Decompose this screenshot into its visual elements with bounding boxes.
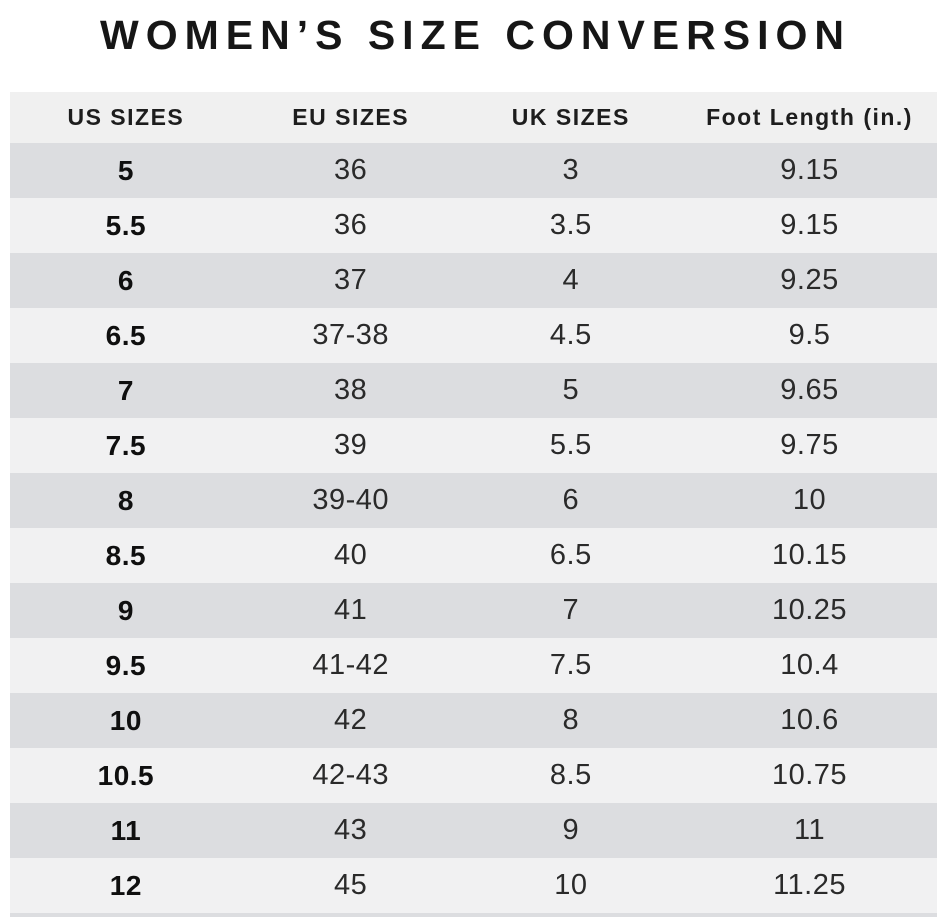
eu-size-cell: 39 [334, 429, 368, 461]
table-row: 7 38 5 9.65 [10, 363, 937, 418]
uk-size-cell: 8 [562, 704, 580, 736]
foot-length-cell: 10.15 [771, 539, 848, 571]
eu-size-cell: 36 [334, 209, 368, 241]
table-row: 6 37 4 9.25 [10, 253, 937, 308]
uk-size-cell: 4.5 [549, 319, 592, 351]
foot-length-cell: 9.65 [780, 374, 839, 406]
us-size-cell: 10 [109, 704, 142, 736]
table-body: 5 36 3 9.15 5.5 36 3.5 9.15 6 37 4 9.25 6.5 37-38 4.5 9… [10, 143, 937, 913]
table-row: 8.5 40 6.5 10.15 [10, 528, 937, 583]
table-row: 9 41 7 10.25 [10, 583, 937, 638]
column-header-foot-length: Foot Length (in.) [706, 104, 913, 130]
table-row: 10.5 42-43 8.5 10.75 [10, 748, 937, 803]
eu-size-cell: 41 [334, 594, 368, 626]
column-header-us-sizes: US SIZES [67, 104, 185, 130]
table-row: 10 42 8 10.6 [10, 693, 937, 748]
foot-length-cell: 10.6 [780, 704, 839, 736]
uk-size-cell: 5.5 [549, 429, 592, 461]
eu-size-cell: 37 [334, 264, 368, 296]
us-size-cell: 7.5 [105, 429, 147, 461]
us-size-cell: 12 [109, 869, 142, 901]
eu-size-cell: 40 [334, 539, 368, 571]
foot-length-cell: 11.25 [773, 869, 846, 901]
table-row: 6.5 37-38 4.5 9.5 [10, 308, 937, 363]
us-size-cell: 6 [117, 264, 134, 296]
table-row: 8 39-40 6 10 [10, 473, 937, 528]
foot-length-cell: 9.15 [780, 154, 839, 186]
eu-size-cell: 43 [334, 814, 368, 846]
eu-size-cell: 45 [334, 869, 368, 901]
foot-length-cell: 9.75 [780, 429, 839, 461]
uk-size-cell: 7.5 [549, 649, 592, 681]
foot-length-cell: 10.4 [780, 649, 839, 681]
table-row: 5.5 36 3.5 9.15 [10, 198, 937, 253]
table-row: 9.5 41-42 7.5 10.4 [10, 638, 937, 693]
foot-length-cell: 9.15 [780, 209, 839, 241]
us-size-cell: 8.5 [105, 539, 147, 571]
us-size-cell: 7 [117, 374, 134, 406]
column-header-uk-sizes: UK SIZES [511, 104, 630, 130]
eu-size-cell: 39-40 [312, 484, 389, 516]
foot-length-cell: 11 [793, 814, 826, 846]
uk-size-cell: 3 [562, 154, 580, 186]
uk-size-cell: 6 [562, 484, 580, 516]
us-size-cell: 11 [110, 814, 142, 846]
page-title: WOMEN’S SIZE CONVERSION [100, 12, 851, 58]
column-header-eu-sizes: EU SIZES [292, 104, 410, 130]
us-size-cell: 5 [117, 154, 134, 186]
size-conversion-table: US SIZES EU SIZES UK SIZES Foot Length (… [10, 92, 937, 917]
foot-length-cell: 10.75 [771, 759, 848, 791]
eu-size-cell: 41-42 [312, 649, 389, 681]
table-row: 12 45 10 11.25 [10, 858, 937, 913]
uk-size-cell: 8.5 [549, 759, 592, 791]
table-row: 11 43 9 11 [10, 803, 937, 858]
us-size-cell: 5.5 [105, 209, 147, 241]
foot-length-cell: 10 [792, 484, 827, 516]
us-size-cell: 8 [117, 484, 134, 516]
foot-length-cell: 9.5 [788, 319, 831, 351]
uk-size-cell: 3.5 [549, 209, 592, 241]
uk-size-cell: 4 [562, 264, 580, 296]
table-row: 5 36 3 9.15 [10, 143, 937, 198]
us-size-cell: 10.5 [97, 759, 155, 791]
eu-size-cell: 37-38 [312, 319, 389, 351]
uk-size-cell: 9 [562, 814, 580, 846]
table-row: 7.5 39 5.5 9.75 [10, 418, 937, 473]
foot-length-cell: 10.25 [771, 594, 848, 626]
uk-size-cell: 10 [554, 869, 588, 901]
us-size-cell: 6.5 [105, 319, 147, 351]
table-header-row: US SIZES EU SIZES UK SIZES Foot Length (… [10, 92, 937, 143]
partial-next-row-cropped [10, 913, 937, 917]
uk-size-cell: 5 [562, 374, 580, 406]
us-size-cell: 9.5 [105, 649, 147, 681]
eu-size-cell: 38 [334, 374, 368, 406]
foot-length-cell: 9.25 [780, 264, 839, 296]
uk-size-cell: 7 [562, 594, 580, 626]
eu-size-cell: 36 [334, 154, 368, 186]
eu-size-cell: 42 [334, 704, 368, 736]
us-size-cell: 9 [117, 594, 134, 626]
uk-size-cell: 6.5 [549, 539, 592, 571]
eu-size-cell: 42-43 [312, 759, 389, 791]
